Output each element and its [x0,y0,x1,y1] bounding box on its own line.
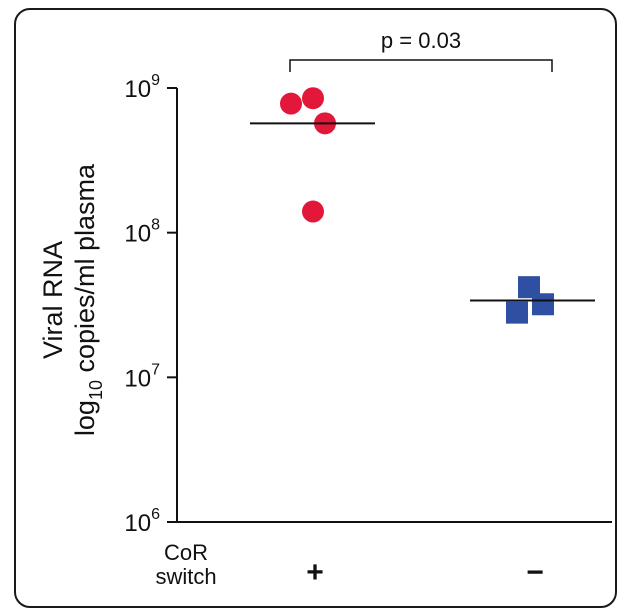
x-categories: + − [306,556,544,589]
significance-bracket [289,59,553,72]
y-tick-label: 106 [124,506,160,537]
x-category-label: + [306,556,324,589]
y-tick-exponent: 6 [151,506,160,523]
data-point [302,200,324,223]
y-axis-title-line2: log10 copies/ml plasma [70,163,106,436]
y-tick-label: 108 [124,217,160,248]
x-axis-title-line2: switch [155,564,216,589]
y-axis-title-sub: 10 [86,380,106,400]
y-tick-label: 107 [124,361,160,392]
y-tick-exponent: 9 [151,72,160,89]
data-point [532,293,554,316]
y-axis-title: Viral RNA log10 copies/ml plasma [38,163,106,436]
y-axis-title-line1: Viral RNA [38,241,68,359]
x-category-label: − [526,556,544,589]
y-tick-exponent: 8 [151,217,160,234]
data-marks [250,87,595,324]
y-tick-exponent: 7 [151,361,160,378]
y-tick-base: 10 [124,510,151,537]
y-tick-base: 10 [124,365,151,392]
x-axis-title-line1: CoR [164,540,208,565]
y-axis-title-rest: copies/ml plasma [70,163,100,380]
y-tick-base: 10 [124,76,151,103]
y-axis-title-log: log [70,400,100,436]
y-tick-base: 10 [124,221,151,248]
data-point [518,276,540,299]
data-point [280,92,302,115]
y-tick-label: 109 [124,72,160,103]
p-value-label: p = 0.03 [381,28,461,53]
data-point [302,87,324,110]
data-point [506,301,528,324]
